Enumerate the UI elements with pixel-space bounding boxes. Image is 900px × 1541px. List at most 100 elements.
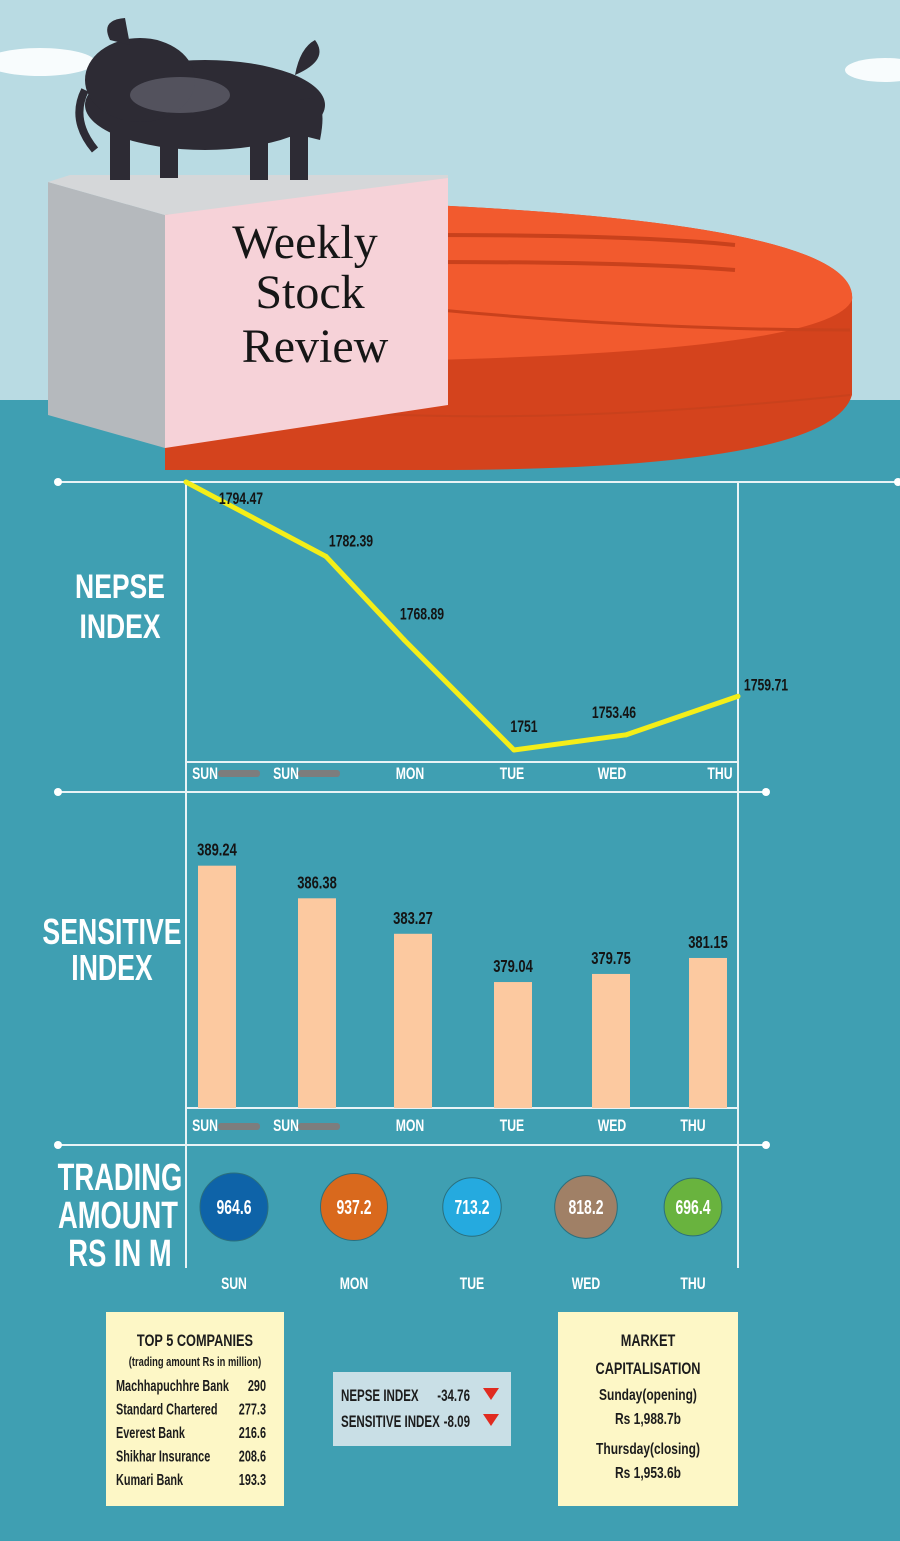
trading-bubble — [199, 1172, 269, 1242]
market-close-label: Thursday(closing) — [596, 1439, 700, 1457]
nepse-series-line — [184, 479, 739, 753]
frame-node-3 — [54, 788, 62, 796]
nepse-point — [183, 479, 189, 485]
trading-x-tick: SUN — [221, 1275, 247, 1293]
sensitive-x-tick: WED — [598, 1117, 627, 1135]
frame-node-1 — [54, 478, 62, 486]
nepse-title-line2: INDEX — [79, 608, 161, 646]
nepse-tick-marker — [218, 770, 260, 777]
sensitive-x-tick: MON — [396, 1117, 425, 1135]
sensitive-value-label: 379.04 — [493, 957, 533, 977]
trading-title-line1: TRADING — [58, 1157, 183, 1199]
trading-value-label: 696.4 — [675, 1195, 710, 1218]
trading-title-line3: RS IN M — [68, 1233, 171, 1275]
cloud-right — [845, 58, 900, 82]
trading-value-label: 964.6 — [216, 1195, 251, 1218]
nepse-x-tick: THU — [707, 765, 732, 783]
frame-node-2 — [894, 478, 900, 486]
top5-company-value: 290 — [248, 1377, 266, 1395]
top5-company-value: 216.6 — [239, 1424, 267, 1442]
change-label: SENSITIVE INDEX — [341, 1413, 440, 1432]
trading-x-tick: MON — [340, 1275, 369, 1293]
nepse-title-line1: NEPSE — [75, 568, 165, 606]
trading-bubble — [319, 1172, 389, 1242]
down-arrow-icon — [483, 1388, 499, 1400]
sensitive-value-label: 381.15 — [688, 933, 728, 953]
sensitive-value-label: 386.38 — [297, 873, 337, 893]
trading-bubble — [554, 1175, 618, 1239]
nepse-value-label: 1753.46 — [592, 704, 636, 722]
trading-x-tick: TUE — [460, 1275, 485, 1293]
nepse-point — [735, 693, 741, 699]
top5-title: TOP 5 COMPANIES — [137, 1331, 253, 1350]
nepse-x-tick: SUN — [192, 765, 218, 783]
cloud-left — [0, 48, 95, 76]
trading-x-tick: THU — [680, 1275, 705, 1293]
trading-value-label: 713.2 — [454, 1195, 489, 1218]
nepse-value-label: 1768.89 — [400, 606, 444, 624]
sensitive-value-label: 379.75 — [591, 949, 631, 969]
sensitive-title-line2: INDEX — [71, 947, 152, 988]
trading-value-label: 818.2 — [568, 1195, 603, 1218]
sensitive-x-tick: SUN — [192, 1117, 218, 1135]
market-open-label: Sunday(opening) — [599, 1385, 697, 1403]
frame-node-6 — [762, 1141, 770, 1149]
change-label: NEPSE INDEX — [341, 1387, 419, 1406]
sensitive-x-tick: TUE — [500, 1117, 525, 1135]
nepse-value-label: 1794.47 — [219, 490, 263, 508]
top5-company-name: Machhapuchhre Bank — [116, 1377, 229, 1395]
sensitive-x-tick: SUN — [273, 1117, 299, 1135]
sensitive-title-line1: SENSITIVE — [42, 911, 181, 952]
change-value: -8.09 — [444, 1413, 470, 1432]
market-close-value: Rs 1,953.6b — [615, 1463, 681, 1481]
trading-x-tick: WED — [572, 1275, 601, 1293]
sensitive-tick-marker — [298, 1123, 340, 1130]
sensitive-bar — [494, 982, 532, 1108]
down-arrow-icon — [483, 1414, 499, 1426]
nepse-point — [401, 637, 407, 643]
nepse-point — [323, 553, 329, 559]
sensitive-tick-marker — [218, 1123, 260, 1130]
title-review: Review — [242, 320, 389, 373]
chart-frame — [58, 481, 898, 1268]
market-open-value: Rs 1,988.7b — [615, 1409, 681, 1427]
nepse-x-tick: TUE — [500, 765, 525, 783]
nepse-point — [511, 747, 517, 753]
sensitive-value-label: 389.24 — [197, 841, 237, 861]
top5-subtitle: (trading amount Rs in million) — [129, 1356, 262, 1370]
market-title-line1: MARKET — [621, 1331, 676, 1350]
top5-company-name: Standard Chartered — [116, 1400, 218, 1418]
trading-bubble — [663, 1177, 723, 1237]
sensitive-x-tick: THU — [680, 1117, 705, 1135]
change-value: -34.76 — [437, 1387, 470, 1406]
trading-bubble — [442, 1177, 502, 1237]
top5-company-value: 193.3 — [239, 1471, 267, 1489]
market-box — [558, 1312, 738, 1506]
nepse-x-tick: MON — [396, 765, 425, 783]
sensitive-bar — [198, 865, 236, 1108]
sensitive-bar — [689, 957, 727, 1108]
pedestal — [48, 175, 448, 448]
nepse-x-tick: WED — [598, 765, 627, 783]
top5-company-value: 208.6 — [239, 1447, 267, 1465]
change-box — [333, 1372, 511, 1446]
nepse-value-label: 1759.71 — [744, 677, 788, 695]
nepse-point — [623, 732, 629, 738]
frame-node-4 — [762, 788, 770, 796]
bull-highlight — [130, 77, 230, 113]
trading-value-label: 937.2 — [336, 1195, 371, 1218]
title-stock: Stock — [255, 266, 364, 319]
trading-title-line2: AMOUNT — [58, 1195, 178, 1237]
sensitive-bar — [592, 973, 630, 1108]
nepse-x-tick: SUN — [273, 765, 299, 783]
top5-company-value: 277.3 — [239, 1400, 267, 1418]
nepse-value-label: 1751 — [510, 718, 537, 736]
title-weekly: Weekly — [232, 216, 377, 269]
top5-company-name: Kumari Bank — [116, 1471, 183, 1489]
top5-company-name: Everest Bank — [116, 1424, 185, 1442]
nepse-value-label: 1782.39 — [329, 533, 373, 551]
top5-company-name: Shikhar Insurance — [116, 1447, 211, 1465]
frame-node-5 — [54, 1141, 62, 1149]
